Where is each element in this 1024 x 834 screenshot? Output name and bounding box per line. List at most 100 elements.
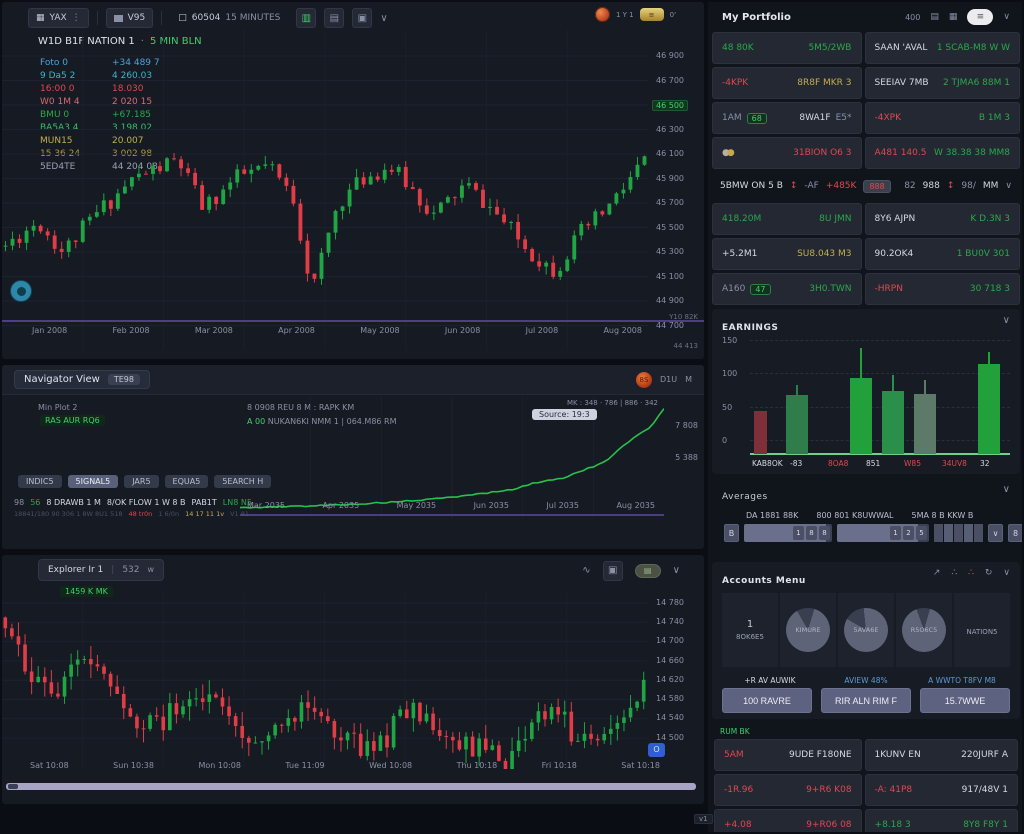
equity-curve-chart[interactable]: [240, 397, 664, 520]
coins-icon: ●●: [722, 148, 735, 158]
slider-mini-button[interactable]: 1: [793, 526, 804, 540]
accounts-tool-icon[interactable]: ∴: [968, 568, 974, 578]
candles-style-button[interactable]: ▥: [296, 8, 317, 28]
navigator-title-chip[interactable]: Navigator View TE98: [14, 370, 150, 390]
tab-explorer[interactable]: Explorer Ir 1: [48, 564, 104, 575]
accounts-tool-icon[interactable]: ↻: [984, 568, 993, 578]
legend-label: BA5A3 4: [40, 123, 79, 133]
earnings-whisker: [988, 352, 990, 364]
layout-button[interactable]: ▣: [352, 8, 373, 28]
equity-y-label: 7 808: [675, 421, 698, 431]
secondary-time-axis[interactable]: Sat 10:08 Sun 10:38 Mon 10:08 Tue 11:09 Wed …: [30, 761, 660, 770]
price-tick: 44 700: [656, 320, 684, 330]
stat-value: 5M5/2WB: [808, 43, 852, 53]
gold-pill-icon[interactable]: ≡: [639, 8, 664, 21]
secondary-candlestick-chart[interactable]: [2, 592, 647, 769]
slider-left-button[interactable]: B: [724, 524, 739, 542]
chevron-down-icon[interactable]: ∨: [380, 12, 388, 24]
coin-badge-icon[interactable]: [594, 7, 610, 22]
tab-value[interactable]: 532: [122, 564, 140, 575]
action-caption: +R AV AUWIK: [744, 676, 796, 685]
slider-mini-button[interactable]: 8: [819, 526, 830, 540]
stats-icon[interactable]: ▤: [930, 12, 939, 22]
flame-badge-icon[interactable]: 8S: [635, 371, 652, 388]
axis-corner-note2: 44 413: [673, 342, 699, 350]
ohlc-legend-row: 16:00 0 18.030: [40, 84, 160, 94]
cell-label: 8OK6E5: [736, 633, 764, 641]
earnings-x-tick: 32: [980, 459, 990, 468]
compare-button[interactable]: ▤: [324, 8, 345, 28]
price-tick: 45 900: [656, 173, 684, 183]
stat-value: SEEIAV 7MB: [874, 78, 929, 88]
account-action-button[interactable]: RIR ALN RIM F: [821, 688, 911, 713]
avatar[interactable]: ≡: [967, 9, 994, 25]
chevron-down-icon[interactable]: ∨: [1003, 12, 1010, 22]
earnings-x-tick: 8OA8: [828, 459, 849, 468]
time-tick: Tue 11:09: [285, 760, 325, 770]
more-dots-icon: ⋮: [71, 13, 81, 23]
symbol-selector[interactable]: ▦ YAX ⋮: [28, 8, 89, 28]
segmented-slider[interactable]: [934, 524, 983, 542]
sidebar-header: My Portfolio 400 ▤ ▦ ≡ ∨: [710, 2, 1022, 32]
earnings-bar: [850, 378, 872, 454]
accounts-tool-icon[interactable]: ↗: [932, 568, 941, 578]
stat-value: -HRPN: [874, 284, 903, 294]
snapshot-icon[interactable]: ▣: [602, 560, 623, 581]
stat-value: 1KUNV EN: [874, 750, 921, 760]
apps-grid-icon[interactable]: ▦: [948, 12, 958, 22]
navigator-tab[interactable]: EQUA5: [164, 475, 209, 489]
chevron-down-icon[interactable]: ∨: [672, 565, 680, 577]
stat-value: -1R.96: [724, 785, 754, 795]
time-tick: Sat 10:08: [30, 760, 69, 770]
price-tick: 14 660: [656, 655, 684, 665]
scrollbar-thumb[interactable]: [8, 783, 18, 789]
stat-value: SAAN 'AVAL: [874, 43, 928, 53]
navigator-tab[interactable]: 5IGNAL5: [67, 475, 119, 489]
time-axis[interactable]: Jan 2008 Feb 2008 Mar 2008 Apr 2008 May 2008…: [32, 326, 642, 335]
ohlc-legend-row: Foto 0 +34 489 7: [40, 58, 160, 68]
secondary-chart-panel: Explorer Ir 1 | 532 w ∿ ▣ ▤ ∨ 1459 K MK …: [2, 554, 704, 805]
legend-value: 44 204 08: [112, 162, 158, 172]
quick-action-button[interactable]: [10, 280, 32, 302]
stat-card: 418.20M 8U JMN: [712, 203, 862, 235]
chevron-down-icon[interactable]: ∨: [988, 524, 1003, 542]
collapse-chevron-icon[interactable]: ∨: [1002, 315, 1010, 326]
secondary-price-axis[interactable]: 14 780 14 740 14 700 14 660 14 620 14 580 14 5…: [648, 593, 704, 763]
symbol-label: YAX: [49, 13, 67, 23]
secondary-chart-tabs[interactable]: Explorer Ir 1 | 532 w: [38, 558, 165, 581]
navigator-tab[interactable]: JAR5: [124, 475, 159, 489]
chart-scrollbar[interactable]: [6, 782, 696, 790]
price-tick: 45 100: [656, 271, 684, 281]
slider-mini-button[interactable]: 1: [890, 526, 901, 540]
positions-left: 5BMW ON 5 B ↕ -AF +485K 888: [720, 179, 891, 193]
positions-bar: 5BMW ON 5 B ↕ -AF +485K 888 82 988 ↕ 98/MM ∨: [710, 169, 1022, 203]
draw-icon[interactable]: ∿: [582, 565, 591, 577]
tab-small[interactable]: w: [147, 565, 155, 575]
stat-card: SEEIAV 7MB 2 TJMA6 88M 1: [864, 67, 1020, 99]
price-axis[interactable]: 46 900 46 700 46 500 46 300 46 100 45 900 45 7…: [648, 30, 704, 330]
chevron-down-icon[interactable]: ∨: [1003, 568, 1010, 578]
candlestick-chart[interactable]: [2, 30, 648, 350]
accounts-tool-icon[interactable]: ∴: [951, 568, 958, 578]
navigator-tab[interactable]: INDIC5: [18, 475, 62, 489]
account-action-button[interactable]: 15.7WWE: [920, 688, 1010, 713]
stat-value: 9+R6 K08: [806, 785, 852, 795]
account-action-button[interactable]: 100 RAVRE: [722, 688, 812, 713]
interval-selector[interactable]: □ 60504 15 MINUTES: [170, 8, 288, 28]
collapse-chevron-icon[interactable]: ∨: [1002, 484, 1010, 495]
slider-mini-button[interactable]: 5: [916, 526, 927, 540]
info-line: 8 0908 REU 8 M : RAPK KM: [247, 403, 355, 413]
navigator-tab[interactable]: 5EARCH H: [214, 475, 272, 489]
slider-button[interactable]: 8: [1008, 524, 1022, 542]
stat-card: +4.08 9+R06 08: [714, 809, 862, 832]
toolbar-right-cluster: 1 Y 1 ≡ 0': [594, 7, 676, 22]
notification-badge[interactable]: O: [648, 742, 665, 757]
slider-mini-button[interactable]: 8: [806, 526, 817, 540]
slider-mini-button[interactable]: 2: [903, 526, 914, 540]
substatus-token: 18841/180 90 306 1 8W 8U1 518: [14, 510, 123, 519]
stat-value: 9+R06 08: [806, 820, 852, 830]
camera-pill-icon[interactable]: ▤: [634, 563, 661, 578]
timeframe-selector[interactable]: V95: [105, 8, 154, 28]
